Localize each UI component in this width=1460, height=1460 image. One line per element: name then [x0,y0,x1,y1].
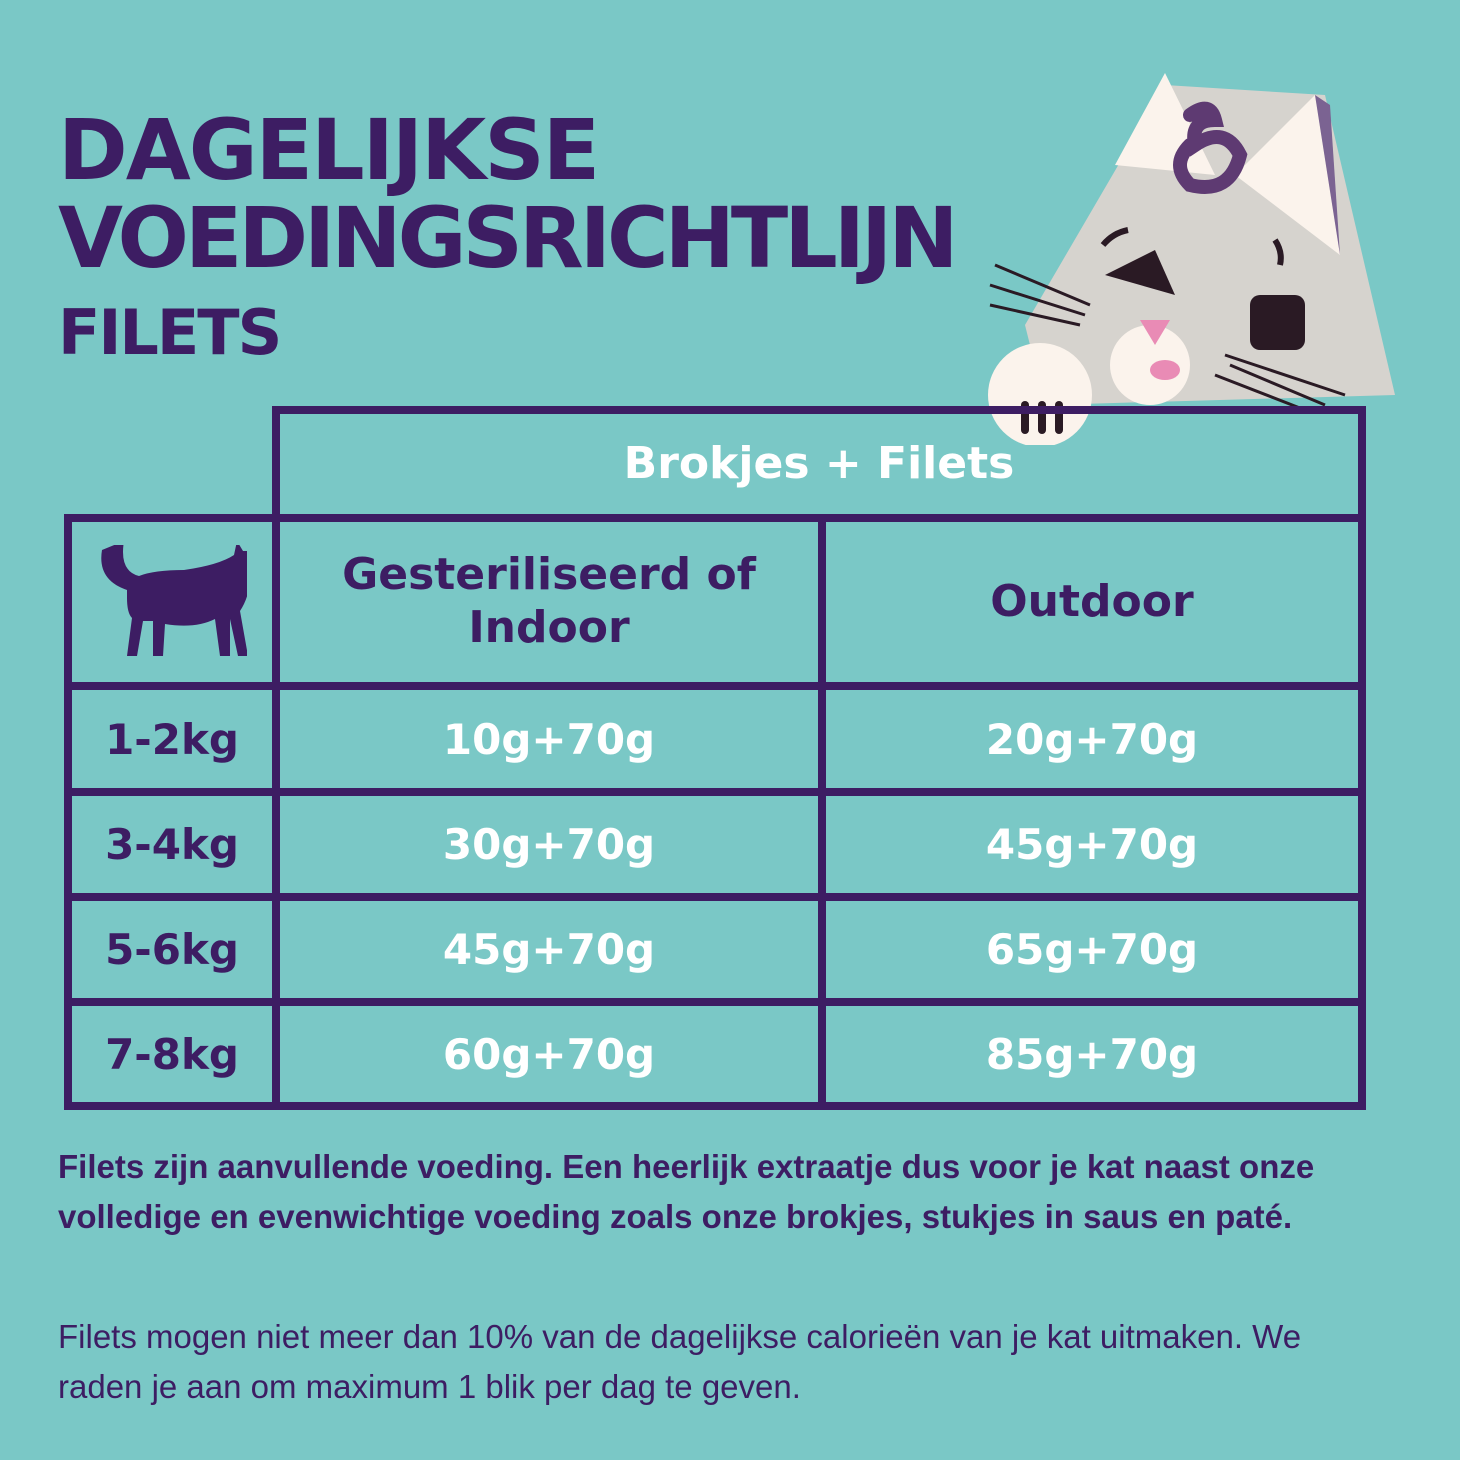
weight-cell: 1-2kg [64,682,280,796]
subtitle: FILETS [58,296,282,369]
corner-cell [64,514,280,690]
indoor-value: 60g+70g [272,998,826,1110]
weight-cell: 3-4kg [64,788,280,901]
outdoor-value: 85g+70g [818,998,1366,1110]
outdoor-value: 20g+70g [818,682,1366,796]
cat-mascot-illustration [988,73,1395,445]
indoor-value: 45g+70g [272,893,826,1006]
title-line-2: VOEDINGSRICHTLIJN [58,189,959,287]
column-header-indoor: Gesteriliseerd of Indoor [272,514,826,690]
cat-silhouette-icon [101,544,247,656]
column-header-outdoor: Outdoor [818,514,1366,690]
outdoor-value: 45g+70g [818,788,1366,901]
outdoor-value: 65g+70g [818,893,1366,1006]
note-calorie-limit: Filets mogen niet meer dan 10% van de da… [58,1318,1302,1405]
title-line-1: DAGELIJKSE [58,101,600,199]
indoor-value: 10g+70g [272,682,826,796]
weight-cell: 5-6kg [64,893,280,1006]
indoor-value: 30g+70g [272,788,826,901]
group-header-brokjes-filets: Brokjes + Filets [272,406,1366,522]
weight-cell: 7-8kg [64,998,280,1110]
note-complementary-food: Filets zijn aanvullende voeding. Een hee… [58,1148,1315,1235]
